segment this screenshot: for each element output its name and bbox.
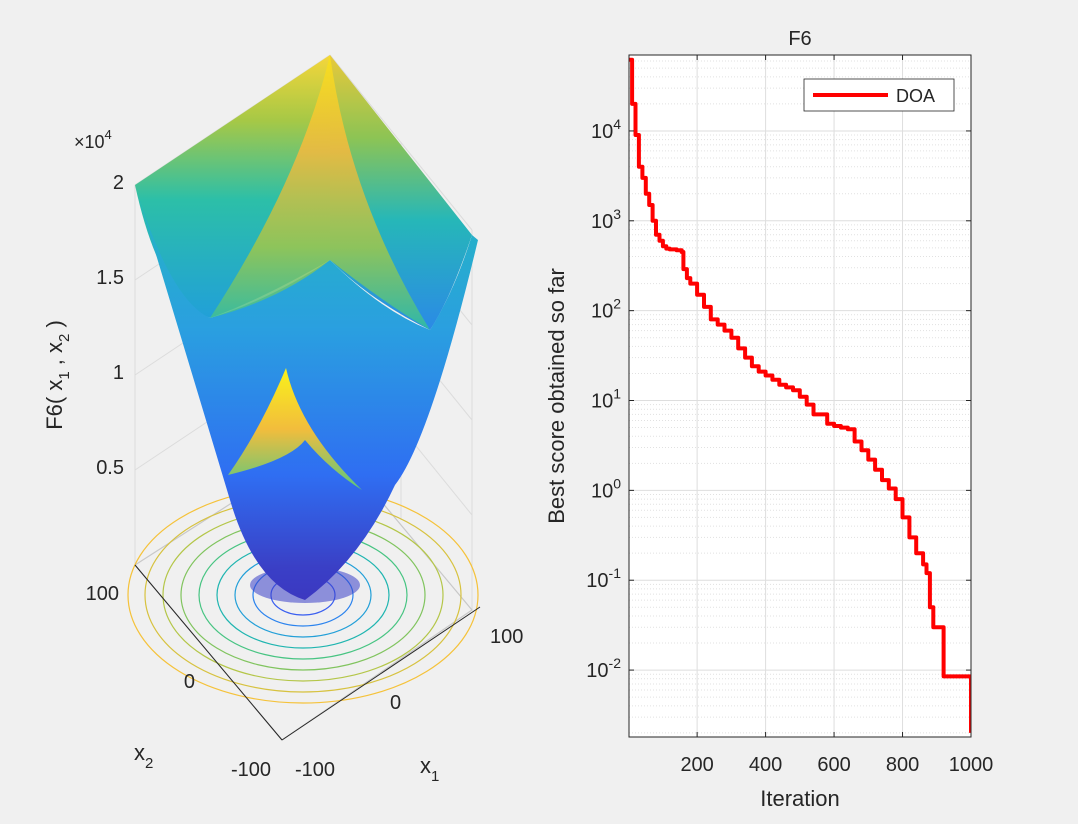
y-tick-label: 103: [591, 206, 621, 233]
x1-tick-label: -100: [295, 759, 335, 781]
z-tick-label: 1.5: [96, 267, 124, 289]
x-axis-label: Iteration: [760, 786, 840, 811]
x-tick-label: 400: [749, 754, 782, 776]
z-tick-label: 0.5: [96, 457, 124, 479]
plot-frame: [628, 54, 972, 738]
convergence-curve: 10-2 10-1 100 101 102 103 104 200 400 600 800 1000…: [544, 28, 993, 811]
x2-tick-label: 0: [184, 671, 195, 693]
series-layer: [629, 57, 971, 733]
x-tick-label: 200: [680, 754, 713, 776]
surface-bowl: [135, 185, 478, 600]
surface-mesh: [135, 55, 478, 603]
y-tick-label: 10-1: [586, 565, 621, 592]
x1-tick-label: 100: [490, 626, 523, 648]
z-axis-label: F6( x1 , x2 ): [42, 320, 73, 430]
z-exponent: ×104: [74, 127, 112, 152]
surface-front-peak: [228, 368, 362, 490]
surface-top-peak: [210, 55, 430, 330]
x-tick-label: 600: [817, 754, 850, 776]
z-axis: ×104 2 1.5 1 0.5 F6( x1 , x2 ): [42, 127, 124, 479]
z-tick-label: 1: [113, 362, 124, 384]
surface-minimum: [250, 567, 360, 603]
x-tick-label: 800: [886, 754, 919, 776]
z-tick-label: 2: [113, 172, 124, 194]
x2-tick-label: -100: [231, 759, 271, 781]
x1-axis: -100 0 100 x1: [295, 626, 523, 785]
chart-title: F6: [788, 28, 811, 50]
x2-axis: 100 0 -100 x2: [86, 583, 271, 781]
x1-tick-label: 0: [390, 692, 401, 714]
legend: DOA: [803, 78, 955, 112]
x-tick-label: 1000: [949, 754, 994, 776]
x2-tick-label: 100: [86, 583, 119, 605]
surface-plot: ×104 2 1.5 1 0.5 F6( x1 , x2 ) 100 0 -10…: [42, 54, 523, 785]
x1-axis-label: x1: [420, 753, 439, 785]
x-axis: 200 400 600 800 1000: [680, 55, 993, 776]
base-axes: [134, 564, 481, 741]
y-tick-label: 104: [591, 116, 621, 143]
y-tick-label: 10-2: [586, 655, 621, 682]
x2-axis-label: x2: [134, 740, 153, 772]
y-axis-label: Best score obtained so far: [544, 268, 569, 524]
y-tick-label: 102: [591, 296, 621, 323]
y-tick-label: 100: [591, 475, 621, 502]
series-line-doa: [629, 57, 971, 733]
y-tick-label: 101: [591, 386, 621, 413]
legend-label-doa: DOA: [896, 86, 935, 106]
y-axis: 10-2 10-1 100 101 102 103 104: [586, 116, 971, 682]
